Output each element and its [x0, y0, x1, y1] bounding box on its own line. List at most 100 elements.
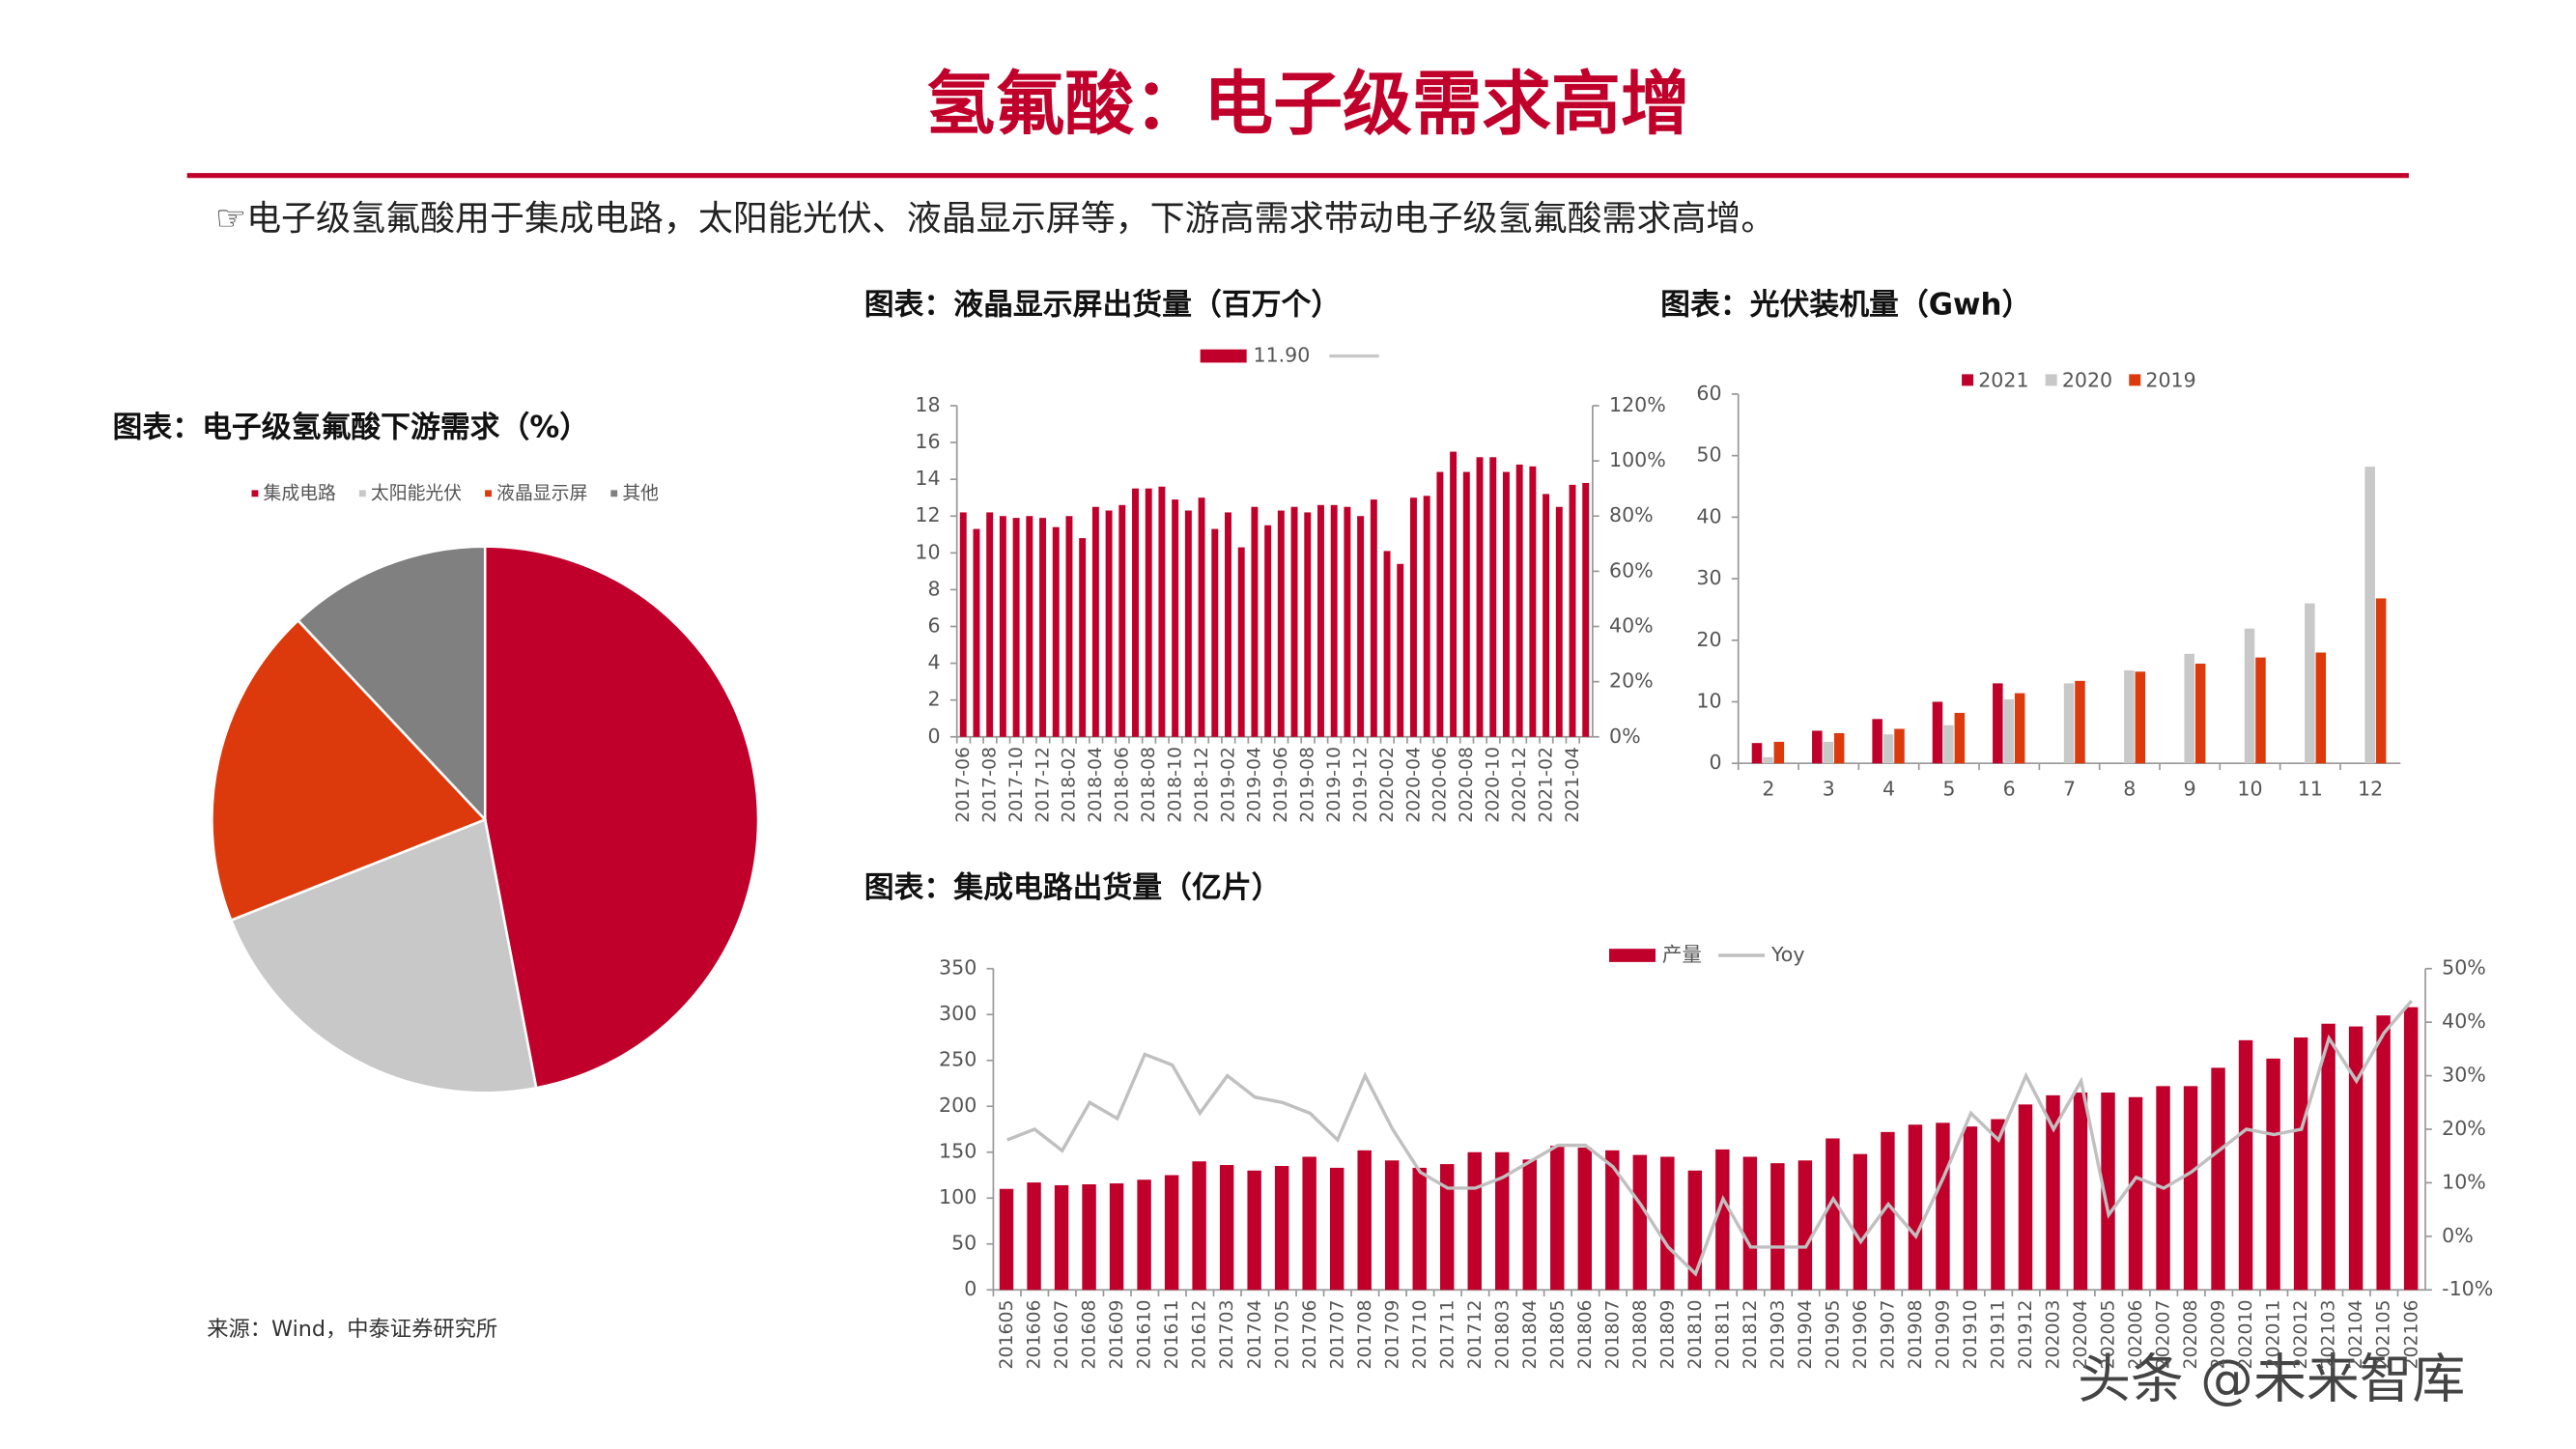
y-tick-label: 50 — [951, 1232, 977, 1255]
bar — [1943, 724, 1954, 764]
bar — [1502, 471, 1510, 737]
bar — [1605, 1150, 1620, 1291]
y-tick-label: 60 — [1696, 382, 1721, 405]
y2-tick-label: 100% — [1609, 448, 1666, 471]
x-tick-label: 2017-12 — [1033, 747, 1053, 823]
bar — [1582, 482, 1590, 737]
bar — [1065, 516, 1073, 737]
x-tick-label: 201711 — [1437, 1300, 1458, 1370]
chart-title: 图表：集成电路出货量（亿片） — [864, 870, 1282, 905]
x-tick-label: 201612 — [1190, 1300, 1210, 1370]
bar — [2348, 1026, 2364, 1291]
y-tick-label: 18 — [915, 393, 940, 416]
bar — [1370, 499, 1377, 737]
x-tick-label: 202003 — [2044, 1300, 2064, 1370]
bar — [1763, 756, 1773, 764]
x-tick-label: 201609 — [1107, 1300, 1127, 1370]
bar — [2321, 1023, 2335, 1291]
x-tick-label: 201804 — [1520, 1300, 1541, 1370]
legend-swatch — [610, 490, 618, 497]
bar — [1357, 516, 1365, 737]
x-tick-label: 201707 — [1327, 1300, 1347, 1370]
bar — [1543, 494, 1550, 737]
bar — [2211, 1067, 2225, 1291]
y2-tick-label: 40% — [1609, 614, 1654, 638]
bar — [1039, 518, 1046, 737]
x-tick-label: 2018-02 — [1060, 747, 1080, 823]
bar — [1211, 528, 1219, 737]
bar — [1954, 712, 1966, 764]
x-tick-label: 2020-02 — [1377, 747, 1398, 823]
x-tick-label: 201607 — [1052, 1300, 1072, 1370]
pie-slice — [483, 545, 760, 1090]
bar — [2255, 657, 2266, 764]
bar — [1515, 464, 1523, 737]
bar — [1198, 497, 1205, 737]
x-tick-label: 10 — [2237, 778, 2262, 801]
y-tick-label: 30 — [1696, 566, 1721, 589]
x-tick-label: 2020-08 — [1457, 747, 1477, 823]
bar — [1302, 1156, 1316, 1291]
x-tick-label: 2019-10 — [1324, 747, 1345, 823]
bar — [986, 512, 994, 737]
chart-title: 图表：液晶显示屏出货量（百万个） — [864, 288, 1342, 323]
bar — [973, 528, 980, 737]
x-tick-label: 202103 — [2319, 1300, 2339, 1370]
x-tick-label: 202104 — [2346, 1300, 2366, 1370]
bar — [2003, 698, 2014, 764]
x-tick-label: 201704 — [1245, 1300, 1265, 1370]
bar — [2293, 1037, 2308, 1291]
bar — [999, 516, 1006, 737]
x-tick-label: 201803 — [1492, 1300, 1513, 1370]
bar — [1495, 1151, 1510, 1291]
bar — [2063, 683, 2075, 764]
bar — [1264, 525, 1272, 737]
legend-label: 液晶显示屏 — [496, 482, 587, 503]
x-tick-label: 202011 — [2264, 1300, 2284, 1370]
bar — [1423, 496, 1430, 737]
bar — [1812, 730, 1823, 764]
bar — [999, 1188, 1014, 1291]
bar — [1164, 1175, 1179, 1291]
bar — [1330, 504, 1338, 737]
bar — [1247, 1170, 1261, 1291]
bar — [1091, 506, 1099, 737]
bar — [1773, 741, 1785, 764]
x-tick-label: 8 — [2123, 778, 2136, 801]
bar — [2018, 1104, 2033, 1291]
legend-swatch — [1962, 374, 1974, 386]
y-tick-label: 20 — [1696, 628, 1721, 651]
x-tick-label: 201912 — [2016, 1300, 2036, 1370]
x-tick-label: 202004 — [2071, 1300, 2091, 1370]
x-tick-label: 2019-12 — [1350, 747, 1371, 823]
bar — [1251, 506, 1259, 737]
y2-tick-label: 0% — [1609, 724, 1641, 748]
y-tick-label: 6 — [927, 614, 940, 638]
x-tick-label: 12 — [2358, 778, 2383, 801]
bar — [1742, 1156, 1758, 1291]
x-tick-label: 201910 — [1961, 1300, 1981, 1370]
y-tick-label: 250 — [939, 1048, 977, 1071]
bar — [1357, 1150, 1372, 1291]
bar — [1872, 719, 1882, 764]
bar — [1853, 1153, 1868, 1291]
x-tick-label: 2017-10 — [1006, 747, 1027, 823]
y-tick-label: 12 — [915, 503, 940, 526]
legend-label: 2019 — [2145, 368, 2195, 391]
source: 来源：Wind，中泰证券研究所 — [207, 1317, 497, 1342]
x-tick-label: 2021-02 — [1536, 747, 1556, 823]
x-tick-label: 201712 — [1465, 1300, 1486, 1370]
bar — [1137, 1179, 1151, 1291]
bar — [1993, 683, 2003, 764]
y-tick-label: 14 — [915, 467, 940, 490]
x-tick-label: 202106 — [2401, 1300, 2421, 1370]
x-tick-label: 2020-06 — [1430, 747, 1451, 823]
y-tick-label: 40 — [1696, 504, 1721, 527]
y-tick-label: 350 — [939, 956, 977, 980]
bar — [2315, 652, 2327, 764]
y2-tick-label: 20% — [1609, 669, 1654, 693]
bar — [1882, 734, 1894, 764]
y-tick-label: 10 — [1696, 689, 1721, 712]
x-tick-label: 201611 — [1162, 1300, 1182, 1370]
watermark: 头条 @未来智库 — [2078, 1348, 2465, 1409]
